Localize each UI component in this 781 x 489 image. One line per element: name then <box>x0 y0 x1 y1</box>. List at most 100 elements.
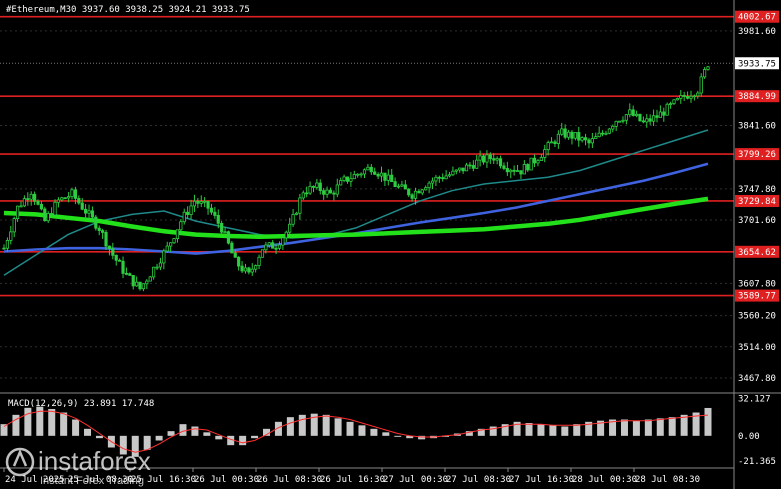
candle-body <box>111 248 115 256</box>
candle-body <box>699 76 703 94</box>
candle-body <box>77 197 81 204</box>
macd-histogram-bar <box>394 435 402 437</box>
macd-histogram-bar <box>251 435 259 439</box>
macd-histogram-bar <box>203 432 211 436</box>
candle-body <box>621 119 625 122</box>
candle-body <box>430 180 435 184</box>
candle-body <box>87 210 91 214</box>
price-tick-label: 3514.00 <box>738 343 776 353</box>
candle-body <box>580 137 584 141</box>
candle-body <box>451 170 455 176</box>
candle-body <box>478 155 482 161</box>
macd-histogram-bar <box>60 412 68 436</box>
candle-body <box>60 197 64 201</box>
macd-histogram-bar <box>358 425 366 436</box>
macd-histogram-bar <box>585 421 593 436</box>
candle-body <box>63 197 67 200</box>
candle-body <box>172 238 176 244</box>
macd-histogram-bar <box>263 428 271 436</box>
candle-body <box>352 174 356 180</box>
candle-body <box>158 262 163 268</box>
candle-body <box>322 190 326 195</box>
candle-body <box>655 115 659 118</box>
macd-histogram-bar <box>48 409 56 436</box>
candle-body <box>413 190 418 199</box>
level-tag <box>735 90 779 103</box>
macd-histogram-bar <box>561 426 569 436</box>
candle-body <box>672 99 676 105</box>
candle-body <box>305 192 309 195</box>
candle-body <box>342 176 346 181</box>
candle-body <box>138 281 142 290</box>
macd-histogram-bar <box>525 423 533 436</box>
moving-averages <box>3 129 709 276</box>
macd-histogram-bar <box>239 435 247 446</box>
candle-body <box>464 164 469 172</box>
candle-body <box>403 184 407 190</box>
candle-body <box>135 281 139 287</box>
candle-body <box>277 244 282 249</box>
candle-body <box>196 200 200 204</box>
macd-histogram-bar <box>36 406 44 436</box>
candle-body <box>532 157 537 164</box>
macd-histogram-bar <box>692 412 700 436</box>
candle-body <box>152 266 156 278</box>
level-tag <box>735 245 779 258</box>
macd-histogram-bar <box>597 420 605 436</box>
price-levels <box>0 15 734 297</box>
candle-body <box>560 128 564 135</box>
level-tag-label: 3729.84 <box>738 197 776 207</box>
candle-body <box>349 178 353 182</box>
macd-histogram-bar <box>191 426 199 436</box>
candle-body <box>675 98 679 101</box>
candle-body <box>437 176 441 179</box>
time-tick-label: 28 Jul 08:30 <box>635 475 700 485</box>
macd-histogram-bar <box>167 431 175 436</box>
chart-title: #Ethereum,M30 3937.60 3938.25 3924.21 39… <box>6 5 250 15</box>
watermark: instaforex Instant Forex Trading <box>5 446 151 487</box>
candle-body <box>33 193 37 202</box>
candle-body <box>631 109 635 116</box>
candle-body <box>424 187 428 191</box>
macd-histogram-bar <box>668 417 676 436</box>
candle-body <box>216 214 220 224</box>
candle-body <box>488 154 492 160</box>
candle-body <box>577 132 581 141</box>
candle-body <box>641 120 645 123</box>
candle-body <box>536 160 540 164</box>
candle-body <box>614 120 618 127</box>
time-tick-label: 25 Jul 16:30 <box>131 475 196 485</box>
candle-body <box>192 200 197 207</box>
macd-panel: 32.127 0.00 -21.365 <box>0 392 781 467</box>
macd-tick-label: 32.127 <box>738 394 771 404</box>
candle-body <box>648 118 652 122</box>
macd-tick-label: -21.365 <box>738 457 776 467</box>
candle-body <box>505 168 509 173</box>
candle-body <box>447 174 452 177</box>
candle-body <box>583 137 588 141</box>
candle-body <box>658 111 662 118</box>
candle-body <box>396 185 401 188</box>
candle-body <box>179 221 183 231</box>
candle-body <box>284 231 288 239</box>
candle-body <box>481 155 486 163</box>
candle-body <box>104 232 108 247</box>
candle-body <box>386 174 390 181</box>
candle-body <box>155 266 159 269</box>
macd-histogram-bar <box>310 413 318 436</box>
candle-body <box>118 259 122 262</box>
candle-body <box>668 103 673 106</box>
candle-body <box>240 265 244 272</box>
candle-body <box>379 172 384 177</box>
candle-body <box>468 164 472 167</box>
candle-body <box>345 176 350 182</box>
time-tick-label: 25 Jul 08:30 <box>68 475 133 485</box>
ma-line <box>3 129 709 276</box>
candle-body <box>148 276 152 282</box>
candle-body <box>597 132 601 138</box>
price-tick-label: 3701.60 <box>738 216 776 226</box>
candle-body <box>366 166 370 171</box>
candle-body <box>638 113 642 122</box>
candle-body <box>260 249 265 258</box>
